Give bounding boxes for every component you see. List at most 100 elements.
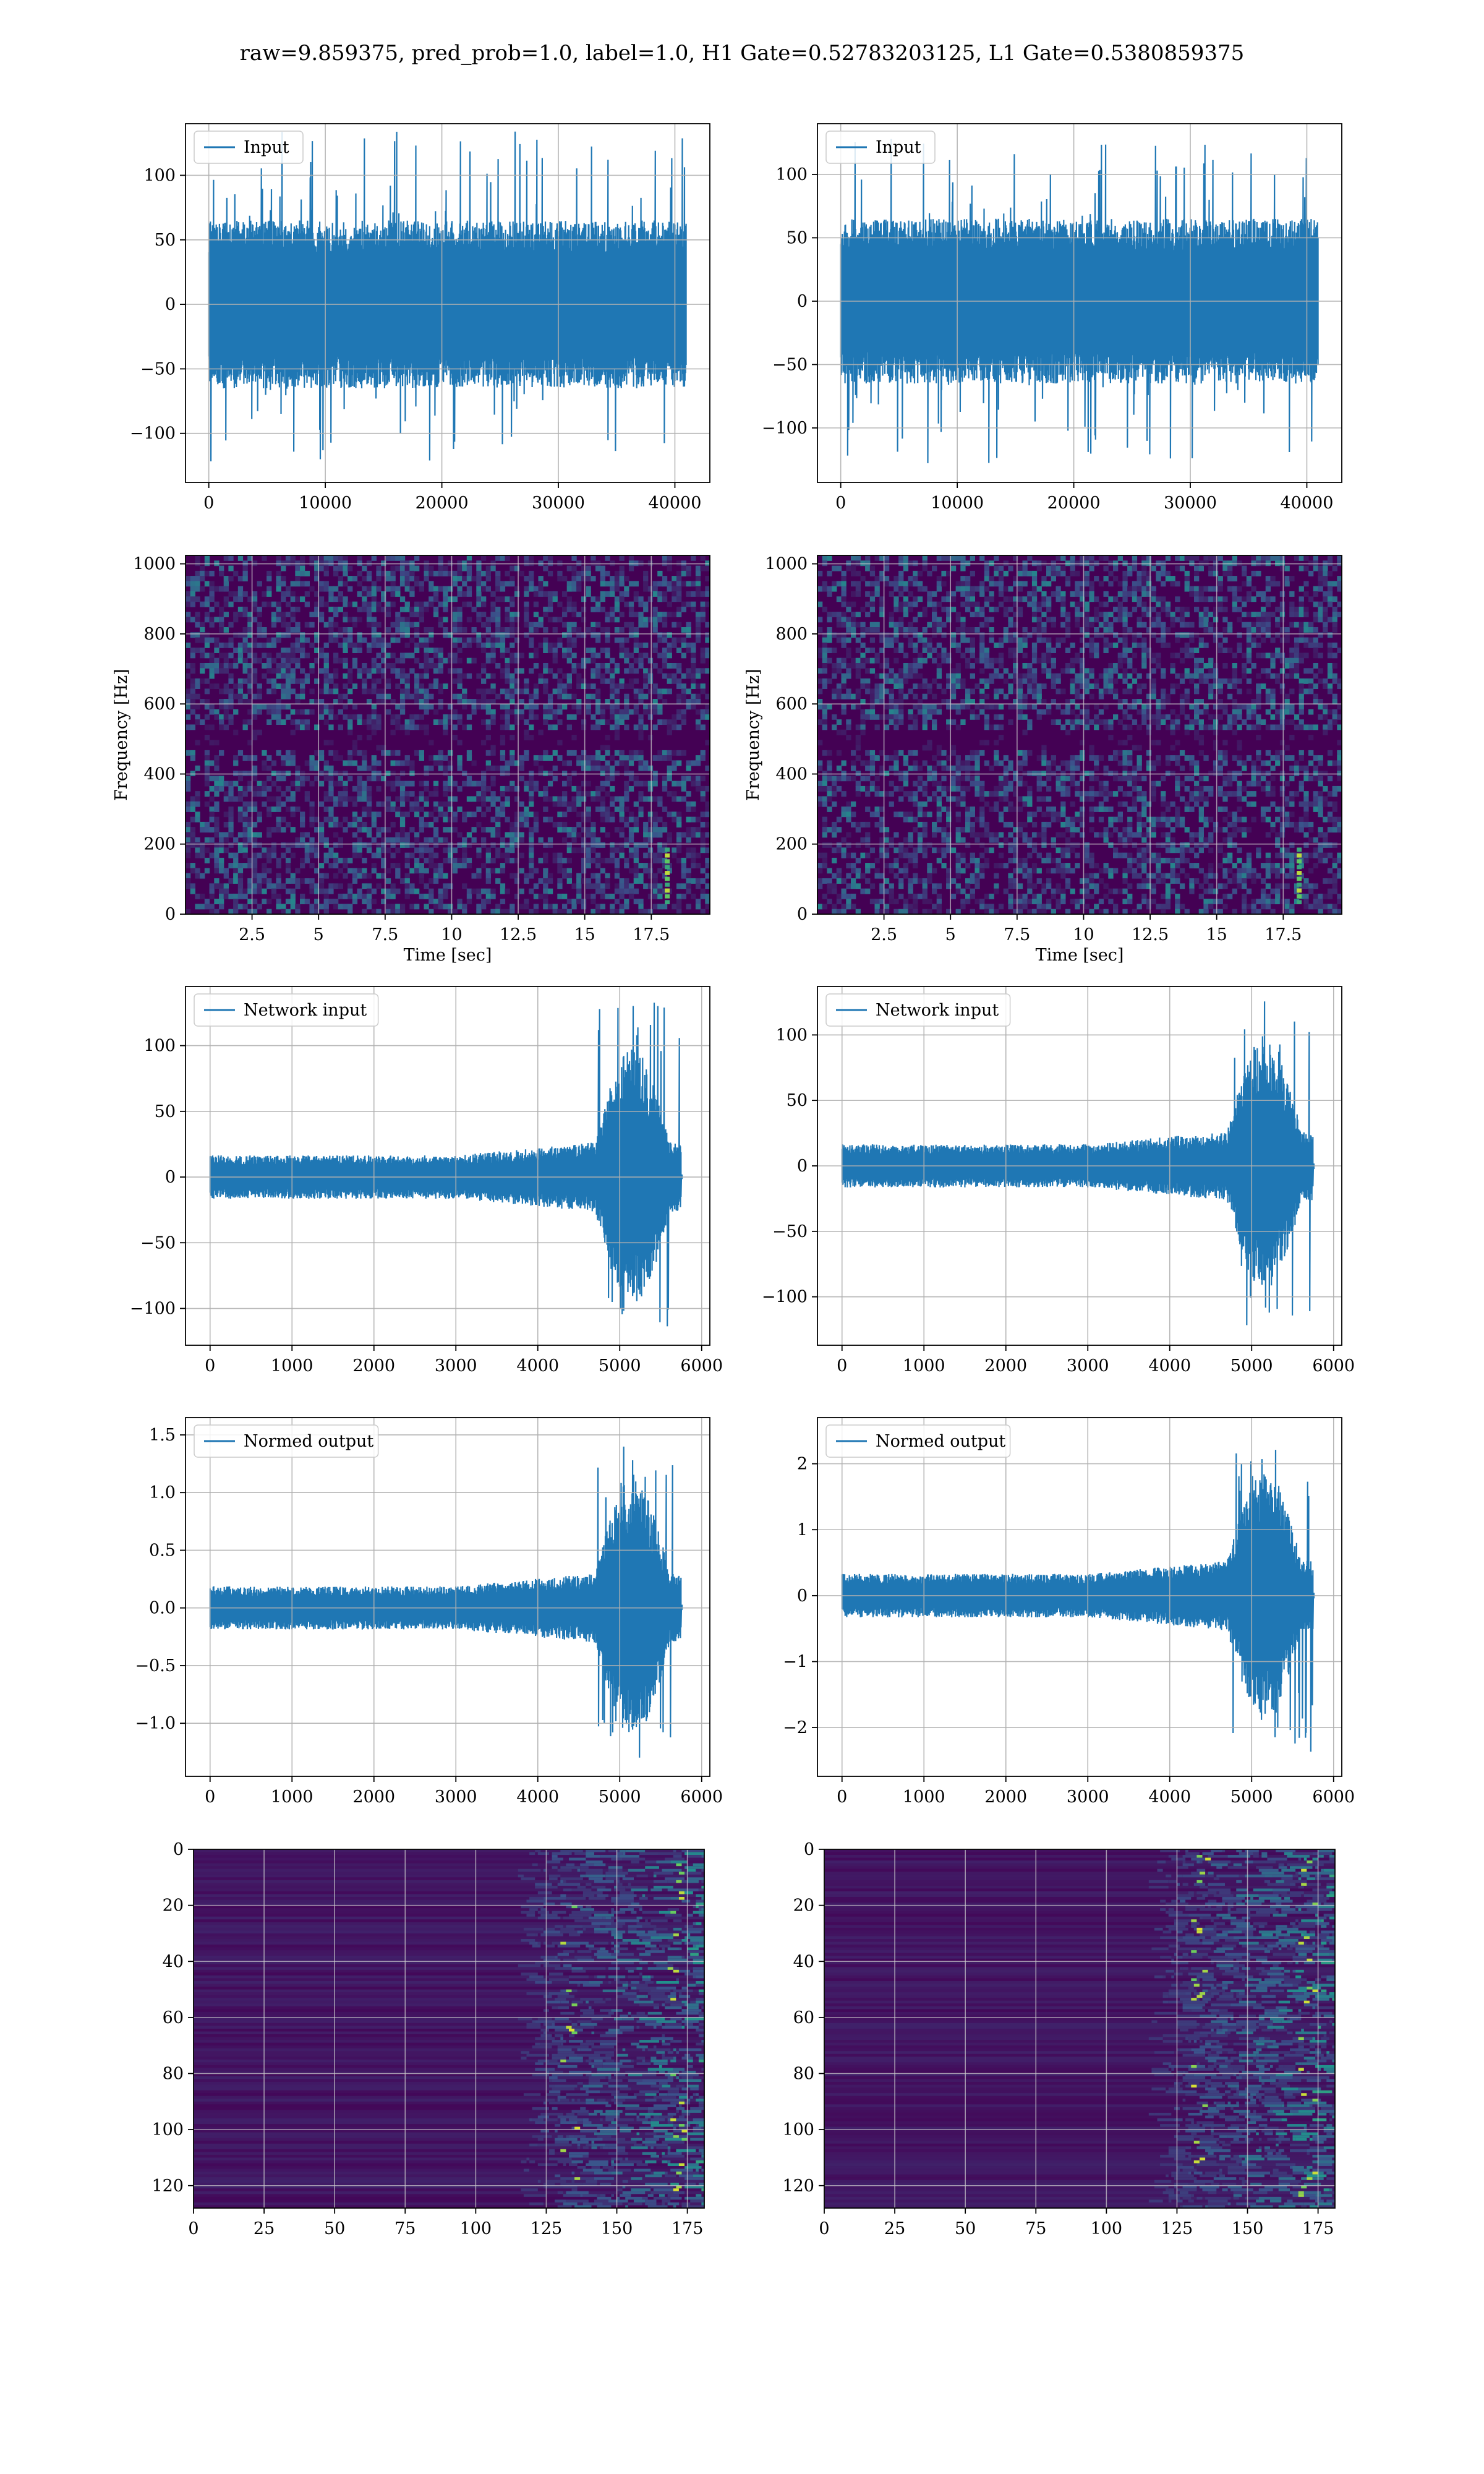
spectrogram-cell xyxy=(647,714,654,720)
spectrogram-cell xyxy=(676,606,682,612)
spectrogram-cell xyxy=(662,781,668,787)
spectrogram-cell xyxy=(214,760,220,766)
spectrogram-cell xyxy=(438,657,443,664)
spectrogram-cell xyxy=(290,878,296,884)
spectrogram-cell xyxy=(662,873,668,879)
spectrogram-cell xyxy=(538,837,544,843)
spectrogram-cell xyxy=(452,811,458,818)
spectrogram-cell xyxy=(200,586,205,592)
spectrogram-cell xyxy=(233,612,239,617)
spectrogram-cell xyxy=(462,842,467,848)
spectrogram-cell xyxy=(257,627,262,633)
spectrogram-cell xyxy=(529,842,534,848)
spectrogram-cell xyxy=(309,612,315,617)
spectrogram-cell xyxy=(276,699,281,704)
spectrogram-cell xyxy=(295,878,301,884)
spectrogram-cell xyxy=(994,785,999,792)
spectrogram-cell xyxy=(237,699,244,704)
spectrogram-cell xyxy=(304,791,310,797)
spectrogram-cell xyxy=(600,904,605,910)
spectrogram-cell xyxy=(390,883,396,889)
spectrogram-cell xyxy=(879,899,885,904)
spectrogram-cell xyxy=(955,581,961,587)
spectrogram-cell xyxy=(390,576,396,581)
spectrogram-cell xyxy=(314,765,320,771)
spectrogram-cell xyxy=(686,565,691,571)
spectrogram-cell xyxy=(219,642,224,648)
spectrogram-cell xyxy=(884,791,890,797)
spectrogram-cell xyxy=(619,801,625,807)
spectrogram-cell xyxy=(362,688,367,695)
spectrogram-cell xyxy=(994,606,999,612)
spectrogram-cell xyxy=(328,724,334,730)
spectrogram-cell xyxy=(252,899,258,904)
spectrogram-cell xyxy=(485,627,491,633)
spectrogram-cell xyxy=(979,842,985,848)
spectrogram-cell xyxy=(514,811,520,818)
spectrogram-cell xyxy=(481,801,487,807)
spectrogram-cell xyxy=(395,760,401,766)
spectrogram-cell xyxy=(338,883,343,889)
spectrogram-cell xyxy=(318,586,325,592)
spectrogram-cell xyxy=(362,791,367,797)
spectrogram-cell xyxy=(922,606,927,612)
spectrogram-cell xyxy=(950,776,957,782)
spectrogram-cell xyxy=(610,576,615,581)
spectrogram-cell xyxy=(638,560,644,567)
spectrogram-cell xyxy=(855,555,861,561)
spectrogram-cell xyxy=(381,570,386,576)
spectrogram-cell xyxy=(214,637,220,643)
spectrogram-cell xyxy=(366,883,372,889)
spectrogram-cell xyxy=(505,693,510,700)
spectrogram-cell xyxy=(186,704,191,710)
spectrogram-cell xyxy=(884,878,890,884)
spectrogram-cell xyxy=(285,878,291,884)
spectrogram-cell xyxy=(466,842,472,848)
spectrogram-cell xyxy=(381,560,386,567)
spectrogram-cell xyxy=(200,653,205,659)
spectrogram-cell xyxy=(462,704,467,710)
spectrogram-cell xyxy=(404,878,410,884)
spectrogram-cell xyxy=(941,699,947,704)
spectrogram-cell xyxy=(595,842,601,848)
spectrogram-cell xyxy=(994,693,999,700)
spectrogram-cell xyxy=(846,693,851,700)
spectrogram-cell xyxy=(562,868,568,874)
spectrogram-cell xyxy=(676,560,682,567)
spectrogram-cell xyxy=(495,909,501,914)
spectrogram-cell xyxy=(946,570,952,576)
spectrogram-cell xyxy=(290,781,296,787)
spectrogram-cell xyxy=(547,873,553,879)
spectrogram-cell xyxy=(566,642,572,648)
spectrogram-cell xyxy=(424,883,429,889)
spectrogram-cell xyxy=(409,576,415,581)
spectrogram-cell xyxy=(605,811,610,818)
spectrogram-cell xyxy=(443,883,448,889)
spectrogram-cell xyxy=(385,888,391,894)
spectrogram-cell xyxy=(271,657,277,664)
spectrogram-cell xyxy=(846,863,851,868)
spectrogram-cell xyxy=(429,657,434,664)
spectrogram-cell xyxy=(424,857,429,863)
spectrogram-cell xyxy=(262,781,267,787)
spectrogram-cell xyxy=(672,586,677,592)
spectrogram-cell xyxy=(676,581,682,587)
spectrogram-cell xyxy=(429,878,434,884)
spectrogram-cell xyxy=(571,555,577,561)
spectrogram-cell xyxy=(836,765,842,771)
spectrogram-cell xyxy=(204,663,210,669)
spectrogram-cell xyxy=(204,570,210,576)
spectrogram-cell xyxy=(219,776,224,782)
spectrogram-cell xyxy=(214,807,220,812)
spectrogram-cell xyxy=(955,837,961,843)
spectrogram-cell xyxy=(989,847,994,854)
spectrogram-cell xyxy=(348,617,353,623)
spectrogram-cell xyxy=(998,791,1004,797)
spectrogram-cell xyxy=(285,653,291,659)
spectrogram-cell xyxy=(533,683,539,689)
spectrogram-cell xyxy=(271,852,277,858)
spectrogram-cell xyxy=(295,842,301,848)
spectrogram-cell xyxy=(414,673,420,679)
spectrogram-cell xyxy=(309,816,315,823)
spectrogram-cell xyxy=(476,601,482,607)
